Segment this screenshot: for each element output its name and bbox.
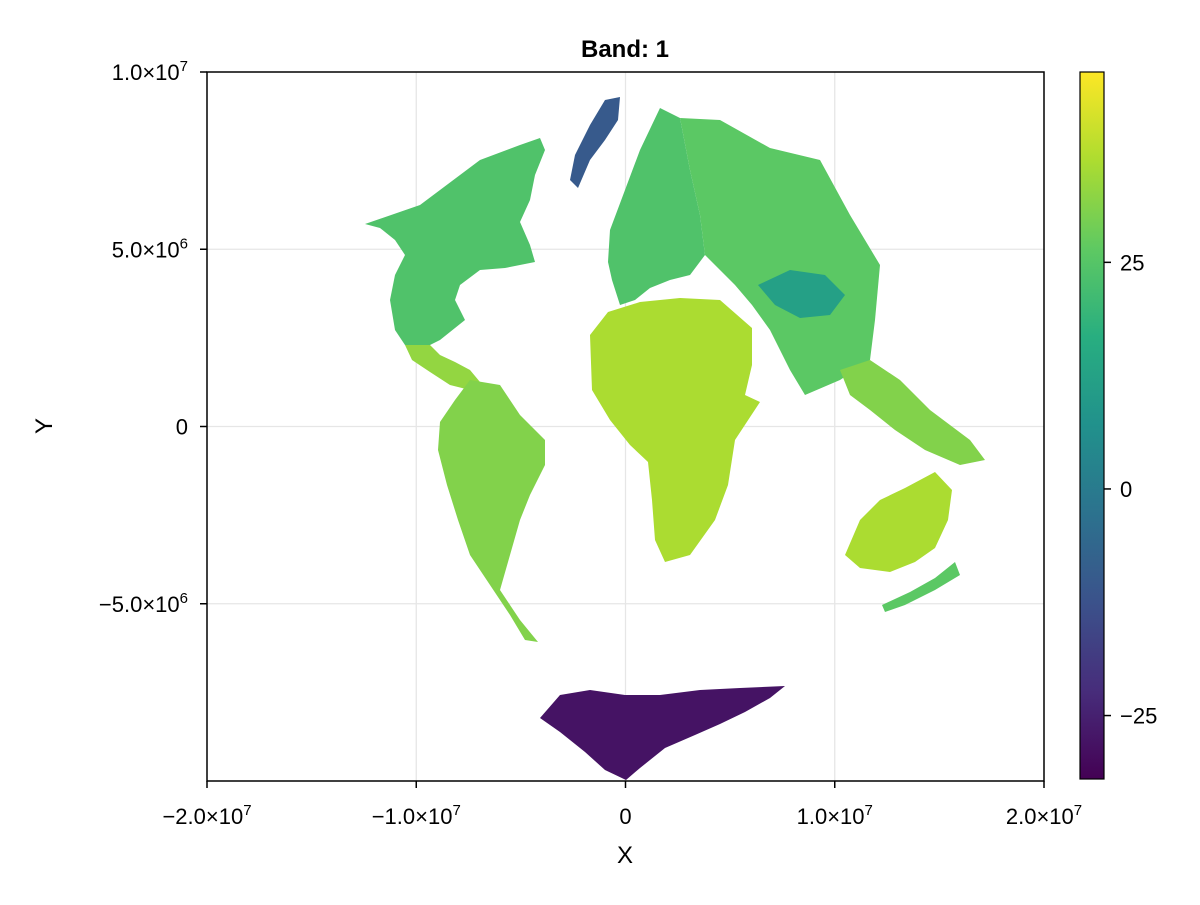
region-africa <box>590 298 760 562</box>
colorbar-ticks: 25 0 −25 <box>1104 250 1157 729</box>
x-axis-label: X <box>617 842 633 869</box>
y-axis-label: Y <box>31 418 58 434</box>
region-new-zealand <box>882 562 960 612</box>
chart-title: Band: 1 <box>581 36 669 63</box>
region-south-america <box>438 380 545 642</box>
tick-label: 5.0×106 <box>112 235 188 262</box>
colorbar-tick-label: −25 <box>1120 704 1157 729</box>
region-north-america <box>365 138 545 345</box>
colorbar <box>1079 71 1105 780</box>
tick-label: 1.0×107 <box>112 58 188 85</box>
colorbar-tick-label: 0 <box>1120 477 1132 502</box>
tick-label: 1.0×107 <box>797 802 873 829</box>
region-central-america <box>405 345 480 390</box>
tick-label: −1.0×107 <box>372 802 461 829</box>
y-axis-ticks: 1.0×107 5.0×106 0 −5.0×106 <box>99 58 207 617</box>
tick-label: −2.0×107 <box>162 802 251 829</box>
region-greenland <box>570 97 620 188</box>
region-europe <box>608 108 705 305</box>
x-axis-ticks: −2.0×107 −1.0×107 0 1.0×107 2.0×107 <box>162 781 1082 829</box>
tick-label: 2.0×107 <box>1006 802 1082 829</box>
region-antarctica <box>540 686 785 780</box>
region-asia <box>680 118 880 395</box>
colorbar-tick-label: 25 <box>1120 250 1144 275</box>
tick-label: 0 <box>176 415 188 440</box>
tick-label: 0 <box>619 804 631 829</box>
tick-label: −5.0×106 <box>99 590 188 617</box>
region-australia <box>845 472 952 572</box>
map-layer <box>365 97 985 780</box>
region-southeast-asia <box>840 360 985 465</box>
region-tibetan-plateau <box>758 270 845 318</box>
